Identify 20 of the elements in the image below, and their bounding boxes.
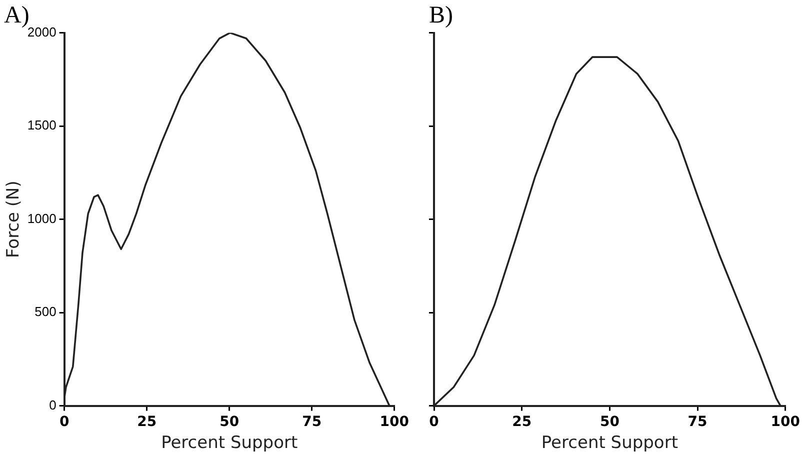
x-tick-label: 75: [302, 414, 322, 430]
y-axis-title: Force (N): [4, 180, 24, 258]
x-tick-label: 50: [220, 414, 240, 430]
x-axis-title: Percent Support: [541, 433, 678, 454]
x-tick-label: 0: [59, 414, 70, 430]
x-tick-label: 100: [770, 414, 800, 430]
chart-title: B): [429, 2, 453, 29]
x-tick-label: 100: [380, 414, 410, 430]
x-axis-title: Percent Support: [161, 433, 298, 454]
chart-title: A): [4, 2, 30, 29]
x-tick-label: 25: [137, 414, 157, 430]
y-tick-label: 0: [49, 397, 56, 412]
x-tick-label: 50: [600, 414, 620, 430]
x-tick-label: 25: [512, 414, 532, 430]
y-tick-label: 1000: [27, 210, 56, 226]
y-tick-label: 2000: [27, 24, 56, 40]
x-tick-label: 0: [429, 414, 440, 430]
x-tick-label: 75: [688, 414, 708, 430]
y-tick-label: 1500: [27, 118, 56, 133]
y-tick-label: 500: [34, 304, 56, 320]
